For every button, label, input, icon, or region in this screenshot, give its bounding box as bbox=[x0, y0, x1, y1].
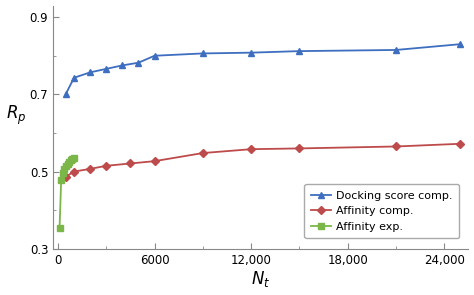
Affinity comp. bbox=[103, 164, 109, 168]
Affinity comp. bbox=[87, 167, 93, 171]
Affinity exp. bbox=[66, 160, 72, 164]
Line: Affinity comp.: Affinity comp. bbox=[63, 141, 463, 179]
Affinity exp. bbox=[60, 171, 65, 175]
X-axis label: $N_t$: $N_t$ bbox=[251, 269, 271, 289]
Docking score comp. bbox=[152, 54, 157, 58]
Docking score comp. bbox=[63, 92, 69, 95]
Docking score comp. bbox=[457, 42, 463, 46]
Line: Docking score comp.: Docking score comp. bbox=[63, 41, 464, 97]
Affinity comp. bbox=[128, 162, 133, 165]
Docking score comp. bbox=[71, 76, 77, 80]
Affinity comp. bbox=[200, 151, 206, 155]
Docking score comp. bbox=[87, 71, 93, 74]
Docking score comp. bbox=[393, 48, 399, 52]
Line: Affinity exp.: Affinity exp. bbox=[57, 155, 77, 230]
Affinity exp. bbox=[71, 156, 77, 160]
Affinity exp. bbox=[62, 167, 67, 171]
Affinity comp. bbox=[393, 145, 399, 148]
Affinity exp. bbox=[68, 158, 73, 162]
Affinity exp. bbox=[57, 226, 63, 229]
Affinity exp. bbox=[63, 164, 69, 168]
Docking score comp. bbox=[200, 52, 206, 55]
Y-axis label: $R_p$: $R_p$ bbox=[6, 104, 26, 127]
Affinity comp. bbox=[63, 175, 69, 178]
Affinity exp. bbox=[65, 162, 71, 165]
Docking score comp. bbox=[136, 61, 141, 65]
Docking score comp. bbox=[297, 49, 302, 53]
Affinity comp. bbox=[297, 147, 302, 150]
Legend: Docking score comp., Affinity comp., Affinity exp.: Docking score comp., Affinity comp., Aff… bbox=[304, 184, 459, 238]
Affinity exp. bbox=[58, 178, 64, 182]
Docking score comp. bbox=[248, 51, 254, 55]
Affinity comp. bbox=[457, 142, 463, 145]
Docking score comp. bbox=[119, 64, 125, 67]
Affinity comp. bbox=[71, 170, 77, 173]
Docking score comp. bbox=[103, 67, 109, 71]
Affinity exp. bbox=[70, 157, 75, 160]
Affinity comp. bbox=[248, 148, 254, 151]
Affinity comp. bbox=[152, 159, 157, 163]
